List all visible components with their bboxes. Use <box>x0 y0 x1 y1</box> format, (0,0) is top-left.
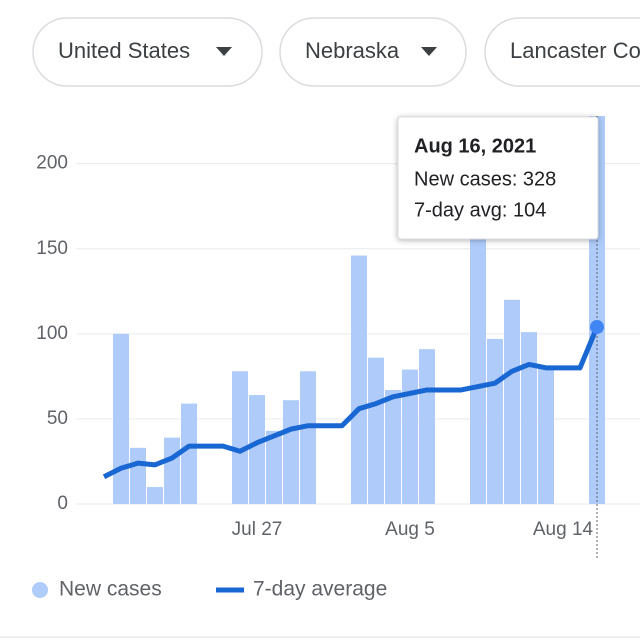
bar <box>113 333 129 504</box>
tooltip-line: New cases: 328 <box>414 168 556 190</box>
state-dropdown[interactable] <box>279 17 467 87</box>
dropdown-label: Lancaster Co <box>510 38 640 63</box>
bar <box>504 299 520 504</box>
bar <box>521 332 537 504</box>
dropdown-label: Nebraska <box>305 38 400 63</box>
y-tick-label: 100 <box>36 323 68 344</box>
legend-label: 7-day average <box>253 578 387 601</box>
bar <box>130 447 146 504</box>
x-tick-label: Jul 27 <box>232 519 283 540</box>
bar <box>351 255 367 504</box>
bar <box>181 403 197 504</box>
hover-dot <box>590 320 604 335</box>
bar <box>368 357 384 504</box>
y-tick-label: 150 <box>36 238 68 259</box>
bar <box>249 395 265 504</box>
chart: 0 50 100 150 200 Jul 27 Aug 5 Aug 14 Aug 16, 202… <box>32 116 640 601</box>
x-tick-label: Aug 14 <box>533 519 594 540</box>
county-dropdown[interactable] <box>484 17 640 87</box>
tooltip-line: 7-day avg: 104 <box>414 199 546 221</box>
bar <box>164 437 180 504</box>
bar <box>147 486 163 504</box>
dropdown-arrow <box>421 47 437 56</box>
filters: United States Nebraska Lancaster Co <box>32 17 640 87</box>
tooltip <box>397 116 599 240</box>
bar <box>402 369 418 504</box>
dropdown-label: United States <box>58 38 190 63</box>
y-tick-label: 200 <box>36 153 68 174</box>
y-tick-label: 0 <box>57 493 68 514</box>
country-dropdown[interactable] <box>32 17 263 87</box>
legend-label: New cases <box>59 578 162 601</box>
y-tick-label: 50 <box>47 408 68 429</box>
tooltip-title: Aug 16, 2021 <box>414 135 536 157</box>
bar <box>232 371 248 504</box>
bar <box>487 338 503 504</box>
bar <box>266 430 282 504</box>
bar <box>300 371 316 504</box>
bar <box>419 349 435 504</box>
bar <box>538 367 554 504</box>
legend-swatch <box>32 582 48 598</box>
bar <box>385 389 401 504</box>
x-tick-label: Aug 5 <box>385 519 435 540</box>
bar <box>470 214 486 504</box>
dropdown-arrow <box>216 47 232 56</box>
bar <box>283 400 299 504</box>
average-line <box>102 326 600 480</box>
